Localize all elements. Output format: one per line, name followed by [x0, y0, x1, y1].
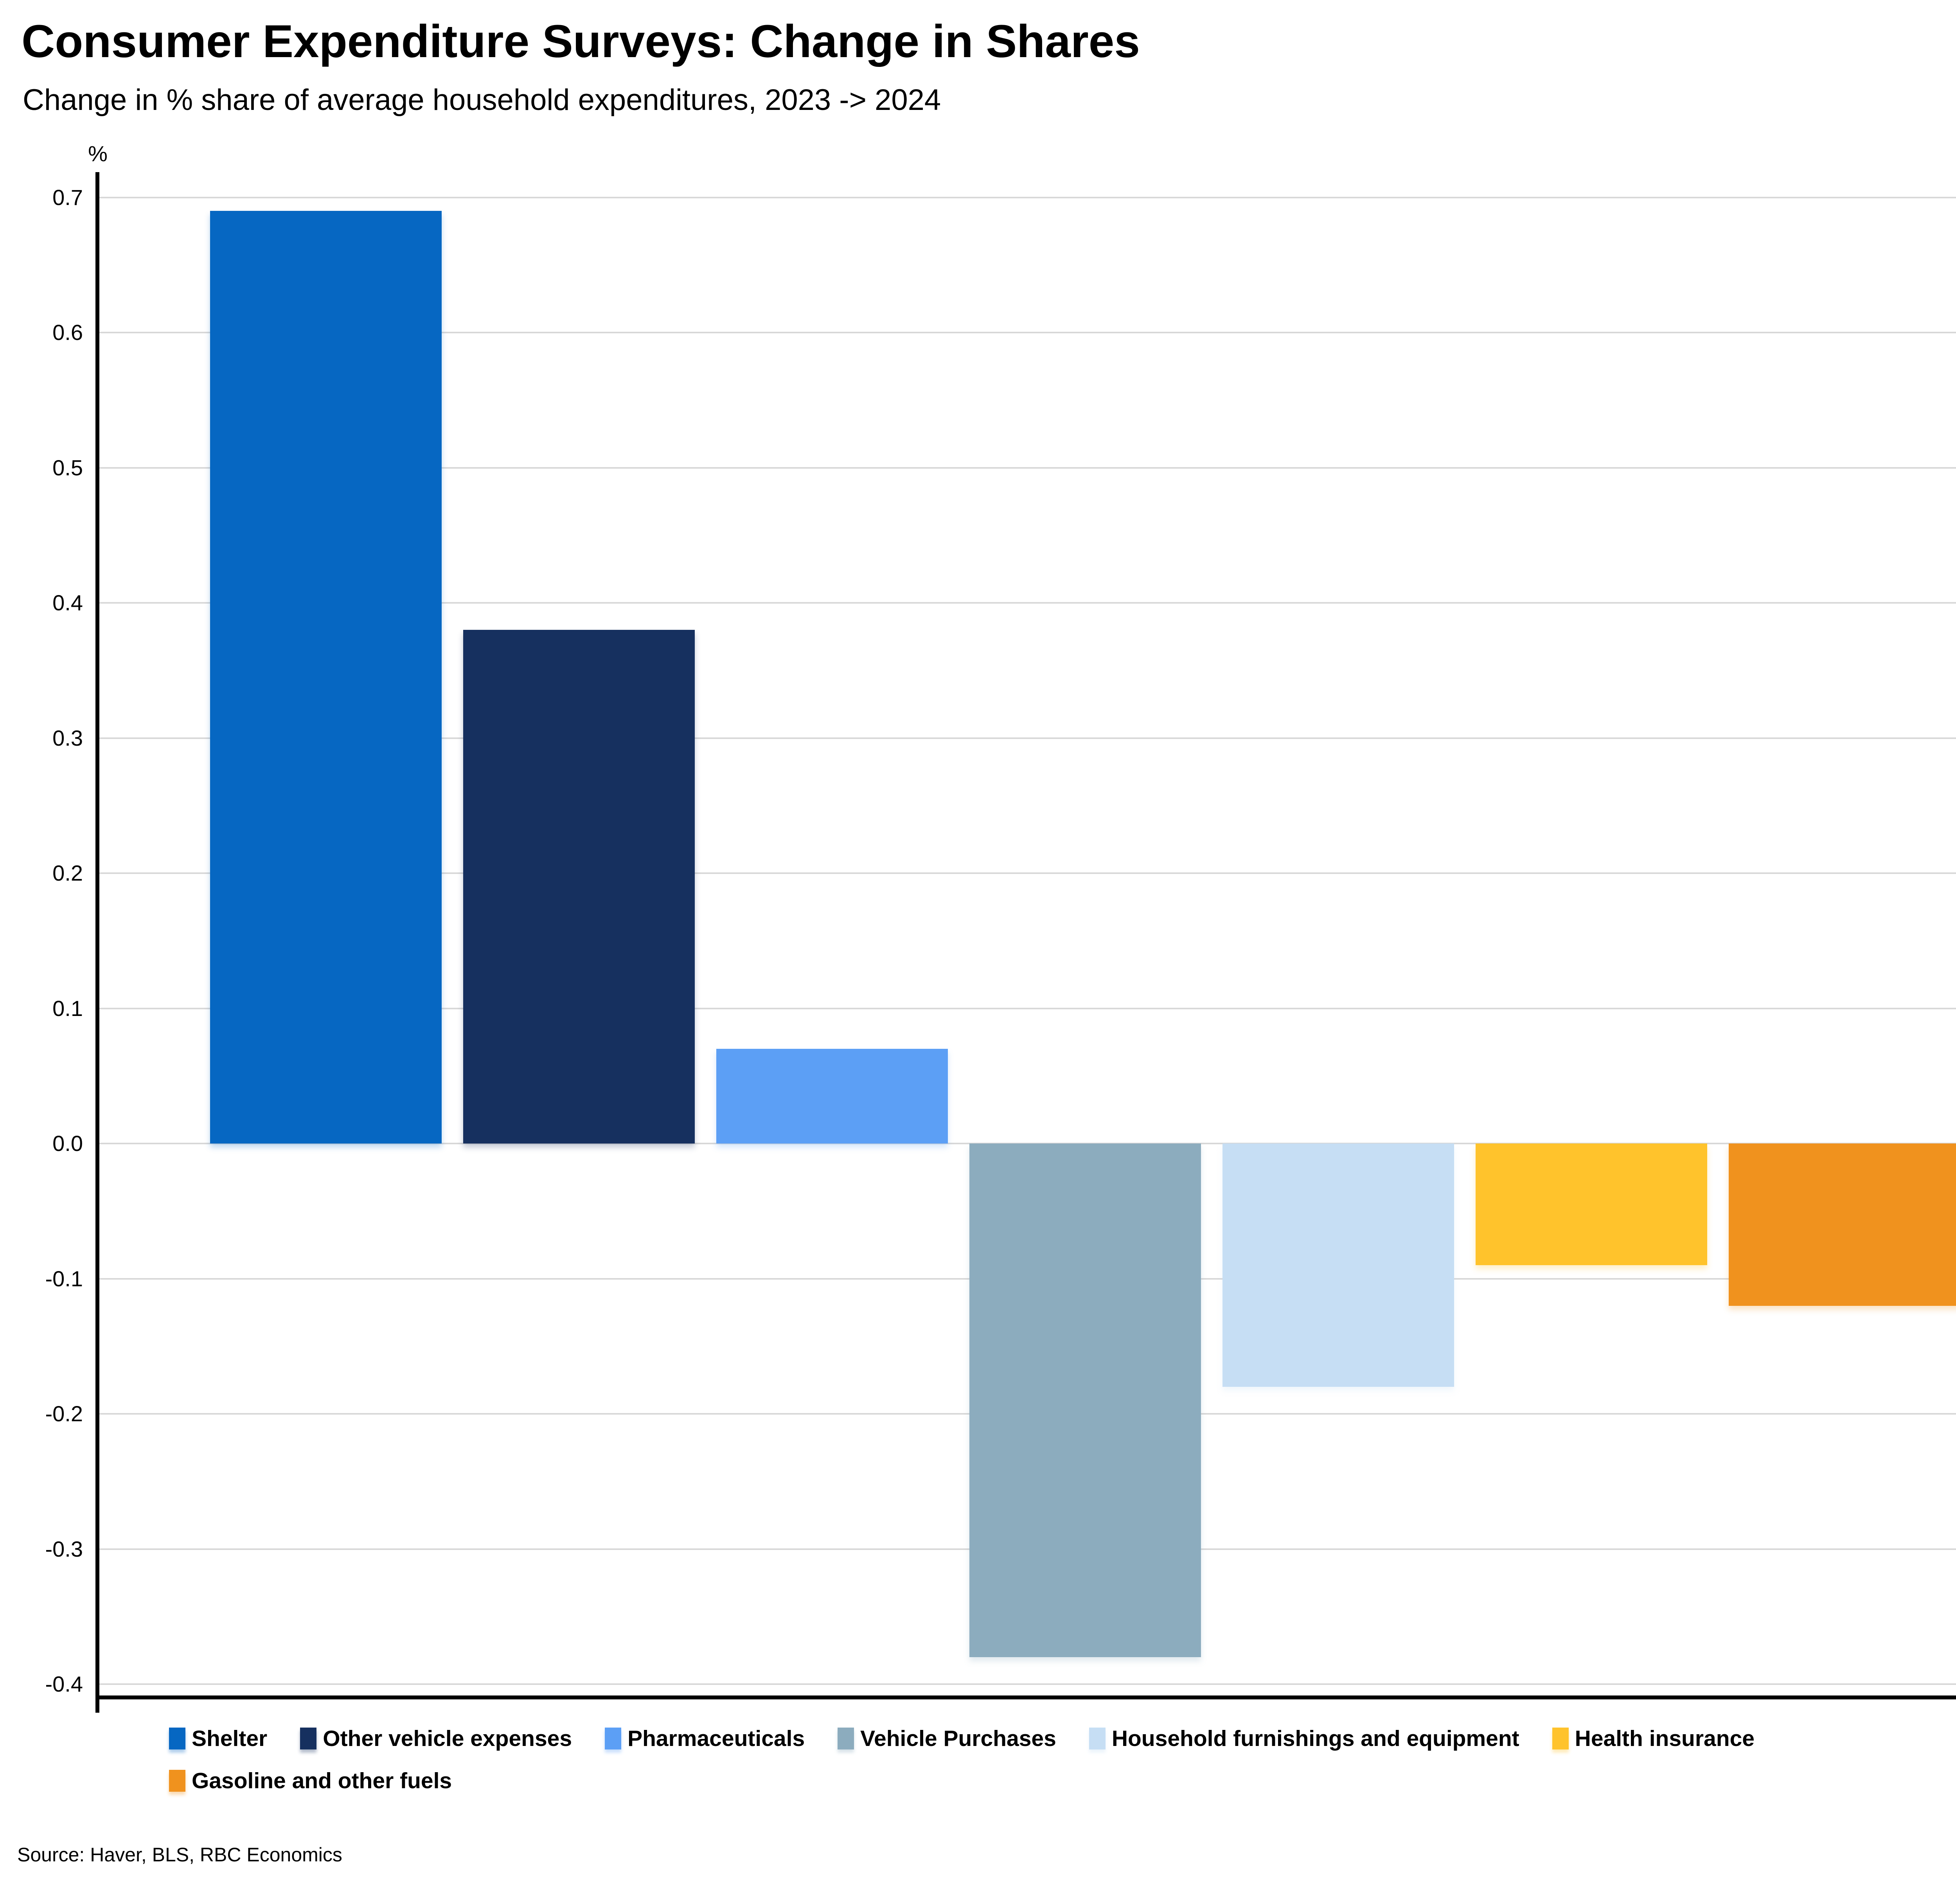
- legend-swatch-icon: [605, 1728, 622, 1749]
- legend-swatch-icon: [838, 1728, 854, 1749]
- bar-gasoline-and-other-fuels: [1729, 1143, 1956, 1306]
- y-tick-label: 0.6: [52, 320, 83, 345]
- legend-row-1: Shelter Other vehicle expenses Pharmaceuti…: [169, 1724, 1755, 1753]
- y-axis-unit-label: %: [88, 141, 108, 166]
- legend-label: Household furnishings and equipment: [1111, 1726, 1519, 1751]
- legend-item-other-vehicle-expenses: Other vehicle expenses: [300, 1726, 572, 1751]
- y-tick-label: 0.7: [52, 185, 83, 210]
- gridline: [98, 467, 1956, 469]
- legend-item-shelter: Shelter: [169, 1726, 267, 1751]
- gridline: [98, 1008, 1956, 1009]
- y-tick-label: 0.3: [52, 726, 83, 750]
- chart-legend: Shelter Other vehicle expenses Pharmaceuti…: [169, 1724, 1755, 1809]
- legend-item-gasoline-and-other-fuels: Gasoline and other fuels: [169, 1768, 452, 1794]
- y-tick-label: 0.4: [52, 590, 83, 615]
- y-tick-label: 0.2: [52, 861, 83, 885]
- gridline: [98, 872, 1956, 874]
- gridline: [98, 1683, 1956, 1685]
- y-tick-label: 0.5: [52, 455, 83, 480]
- y-tick-label: -0.2: [45, 1401, 83, 1426]
- bar-shelter: [210, 211, 442, 1143]
- y-tick-label: 0.1: [52, 996, 83, 1021]
- legend-label: Health insurance: [1575, 1726, 1755, 1751]
- legend-label: Gasoline and other fuels: [192, 1768, 452, 1793]
- legend-swatch-icon: [1552, 1728, 1569, 1749]
- y-tick-label: -0.3: [45, 1537, 83, 1561]
- bar-other-vehicle-expenses: [463, 630, 695, 1143]
- gridline: [98, 197, 1956, 198]
- legend-swatch-icon: [169, 1728, 185, 1749]
- legend-label: Shelter: [192, 1726, 268, 1751]
- bar-household-furnishings-and-equipment: [1222, 1143, 1454, 1387]
- bar-pharmaceuticals: [716, 1049, 948, 1143]
- legend-label: Vehicle Purchases: [860, 1726, 1056, 1751]
- gridline: [98, 737, 1956, 739]
- legend-swatch-icon: [300, 1728, 317, 1749]
- legend-swatch-icon: [1089, 1728, 1106, 1749]
- legend-item-pharmaceuticals: Pharmaceuticals: [605, 1726, 805, 1751]
- y-tick-label: 0.0: [52, 1131, 83, 1156]
- page-title: Consumer Expenditure Surveys: Change in …: [22, 16, 1140, 67]
- bar-vehicle-purchases: [969, 1143, 1201, 1657]
- legend-row-2: Gasoline and other fuels: [169, 1767, 1755, 1795]
- bar-health-insurance: [1476, 1143, 1707, 1265]
- legend-label: Other vehicle expenses: [323, 1726, 572, 1751]
- legend-item-vehicle-purchases: Vehicle Purchases: [838, 1726, 1056, 1751]
- y-tick-label: -0.4: [45, 1672, 83, 1696]
- x-axis-line: [95, 1695, 1956, 1699]
- legend-item-household-furnishings-and-equipment: Household furnishings and equipment: [1089, 1726, 1519, 1751]
- chart-subtitle: Change in % share of average household e…: [23, 83, 941, 117]
- gridline: [98, 332, 1956, 333]
- y-axis-line: [95, 172, 99, 1713]
- legend-swatch-icon: [169, 1770, 185, 1792]
- gridline: [98, 602, 1956, 604]
- legend-item-health-insurance: Health insurance: [1552, 1726, 1755, 1751]
- y-tick-label: -0.1: [45, 1266, 83, 1291]
- source-note: Source: Haver, BLS, RBC Economics: [17, 1844, 342, 1866]
- legend-label: Pharmaceuticals: [627, 1726, 805, 1751]
